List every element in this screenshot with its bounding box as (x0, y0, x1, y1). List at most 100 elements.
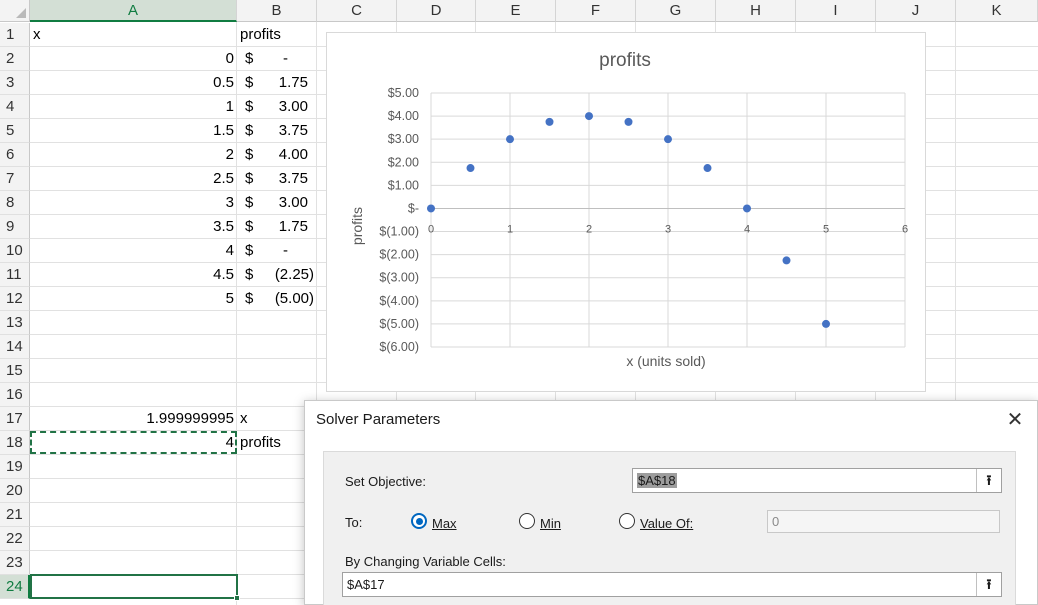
cell-a4[interactable]: 1 (30, 95, 237, 119)
row-header-9[interactable]: 9 (0, 215, 30, 239)
row-header-14[interactable]: 14 (0, 335, 30, 359)
row-header-23[interactable]: 23 (0, 551, 30, 575)
cell-a11[interactable]: 4.5 (30, 263, 237, 287)
row-header-8[interactable]: 8 (0, 191, 30, 215)
collapse-arrow-icon: ⭱ (987, 576, 992, 592)
y-tick-label: $1.00 (388, 178, 419, 192)
profits-scatter-chart[interactable]: profits $5.00 $4.00 $3.00 $2.00 $1.00 $- $(1.00… (326, 32, 926, 392)
cell-b10[interactable]: $ - (237, 239, 317, 263)
max-radio[interactable] (411, 513, 427, 529)
cell-b9[interactable]: $1.75 (237, 215, 317, 239)
dialog-titlebar[interactable]: Solver Parameters ✕ (305, 401, 1037, 439)
y-tick-label: $4.00 (388, 109, 419, 123)
y-tick-label: $5.00 (388, 86, 419, 100)
changing-cells-field[interactable]: $A$17 ⭱ (342, 572, 1002, 597)
profit-amount: (2.25) (275, 263, 314, 287)
column-header-c[interactable]: C (317, 0, 397, 22)
row-header-20[interactable]: 20 (0, 479, 30, 503)
cell-a2[interactable]: 0 (30, 47, 237, 71)
row-header-22[interactable]: 22 (0, 527, 30, 551)
cell-b11[interactable]: $ (2.25) (237, 263, 317, 287)
row-header-16[interactable]: 16 (0, 383, 30, 407)
row-header-6[interactable]: 6 (0, 143, 30, 167)
profit-amount: - (283, 239, 288, 263)
cell-b5[interactable]: $3.75 (237, 119, 317, 143)
cell-b4[interactable]: $3.00 (237, 95, 317, 119)
row-header-21[interactable]: 21 (0, 503, 30, 527)
y-tick-label: $3.00 (388, 132, 419, 146)
cell-a8[interactable]: 3 (30, 191, 237, 215)
copy-marquee (30, 431, 237, 454)
cell-b12[interactable]: $ (5.00) (237, 287, 317, 311)
row-header-24[interactable]: 24 (0, 575, 30, 599)
column-header-j[interactable]: J (876, 0, 956, 22)
row-header-19[interactable]: 19 (0, 455, 30, 479)
cell-a17[interactable]: 1.999999995 (30, 407, 237, 431)
cell-a10[interactable]: 4 (30, 239, 237, 263)
cell-a12[interactable]: 5 (30, 287, 237, 311)
row-header-2[interactable]: 2 (0, 47, 30, 71)
column-header-d[interactable]: D (397, 0, 476, 22)
min-label[interactable]: Min (540, 516, 561, 531)
value-of-radio[interactable] (619, 513, 635, 529)
column-header-k[interactable]: K (956, 0, 1038, 22)
cell-a1[interactable]: x (30, 23, 237, 47)
currency-symbol: $ (245, 143, 253, 167)
cell-a6[interactable]: 2 (30, 143, 237, 167)
profit-amount: 3.75 (279, 167, 308, 191)
cell-b1[interactable]: profits (237, 23, 317, 47)
cell-a3[interactable]: 0.5 (30, 71, 237, 95)
row-header-4[interactable]: 4 (0, 95, 30, 119)
data-point (585, 112, 593, 120)
cell-b6[interactable]: $4.00 (237, 143, 317, 167)
cell-b18[interactable]: profits (237, 431, 307, 455)
column-header-i[interactable]: I (796, 0, 876, 22)
column-header-b[interactable]: B (237, 0, 317, 22)
column-header-a[interactable]: A (30, 0, 237, 22)
y-tick-label: $2.00 (388, 155, 419, 169)
y-tick-label: $(3.00) (379, 271, 419, 285)
row-header-10[interactable]: 10 (0, 239, 30, 263)
cell-a7[interactable]: 2.5 (30, 167, 237, 191)
x-tick-label: 2 (586, 223, 592, 235)
value-of-label[interactable]: Value Of: (640, 516, 693, 531)
close-icon[interactable]: ✕ (1001, 406, 1029, 434)
row-header-1[interactable]: 1 (0, 23, 30, 47)
cell-a5[interactable]: 1.5 (30, 119, 237, 143)
set-objective-label-text: Set Objective: (345, 474, 426, 489)
objective-value: $A$18 (637, 473, 677, 488)
cell-b17[interactable]: x (237, 407, 307, 431)
column-header-e[interactable]: E (476, 0, 556, 22)
active-cell-a24[interactable] (30, 574, 238, 599)
row-header-5[interactable]: 5 (0, 119, 30, 143)
set-objective-label: Set Objective: (345, 474, 426, 489)
set-objective-field[interactable]: $A$18 ⭱ (632, 468, 1002, 493)
column-header-f[interactable]: F (556, 0, 636, 22)
row-header-15[interactable]: 15 (0, 359, 30, 383)
cell-b3[interactable]: $1.75 (237, 71, 317, 95)
column-header-h[interactable]: H (716, 0, 796, 22)
objective-ref-button[interactable]: ⭱ (976, 469, 1001, 492)
cell-b2[interactable]: $ - (237, 47, 317, 71)
row-header-17[interactable]: 17 (0, 407, 30, 431)
column-header-g[interactable]: G (636, 0, 716, 22)
row-header-18[interactable]: 18 (0, 431, 30, 455)
max-label[interactable]: Max (432, 516, 457, 531)
select-all-button[interactable] (0, 0, 30, 22)
cell-b8[interactable]: $3.00 (237, 191, 317, 215)
y-tick-label: $(2.00) (379, 248, 419, 262)
row-header-11[interactable]: 11 (0, 263, 30, 287)
cell-b7[interactable]: $3.75 (237, 167, 317, 191)
min-radio[interactable] (519, 513, 535, 529)
row-header-7[interactable]: 7 (0, 167, 30, 191)
cell-a9[interactable]: 3.5 (30, 215, 237, 239)
row-header-12[interactable]: 12 (0, 287, 30, 311)
x-tick-label: 3 (665, 223, 671, 235)
row-header-13[interactable]: 13 (0, 311, 30, 335)
row-header-3[interactable]: 3 (0, 71, 30, 95)
value-of-field[interactable]: 0 (767, 510, 1000, 533)
changing-cells-ref-button[interactable]: ⭱ (976, 573, 1001, 596)
chart-title: profits (599, 50, 651, 71)
changing-cells-label: By Changing Variable Cells: (345, 554, 506, 569)
fill-handle[interactable] (234, 595, 240, 601)
